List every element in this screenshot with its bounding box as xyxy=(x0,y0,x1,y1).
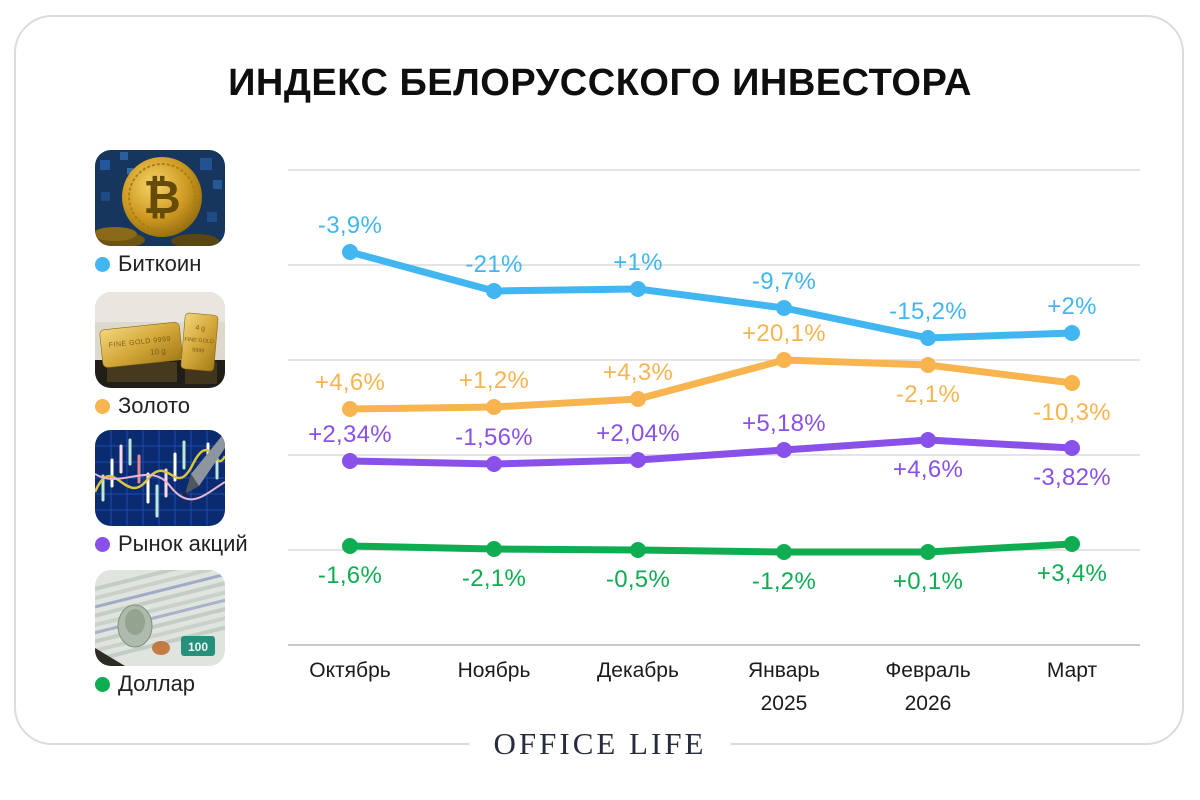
dollar-value-label-4: +0,1% xyxy=(892,568,964,595)
series-point-stocks-5 xyxy=(1064,440,1080,456)
legend-label-row-dollar: Доллар xyxy=(95,671,265,697)
series-point-gold-0 xyxy=(342,401,358,417)
series-point-gold-1 xyxy=(486,399,502,415)
stock-market-photo-art xyxy=(95,430,225,526)
gold-bar-text-3: 4 g xyxy=(195,325,205,333)
bitcoin-symbol: ₿ xyxy=(143,171,181,223)
page-title: ИНДЕКС БЕЛОРУССКОГО ИНВЕСТОРА xyxy=(228,62,972,104)
series-line-gold xyxy=(346,356,1076,413)
series-point-stocks-1 xyxy=(486,456,502,472)
x-axis-label-0: Октябрь xyxy=(309,659,391,682)
legend-label-row-bitcoin: Биткоин xyxy=(95,251,265,277)
gold-value-label-0: +4,6% xyxy=(314,369,386,396)
brand-wordmark: OFFICE LIFE xyxy=(469,726,731,762)
legend-label-row-gold: Золото xyxy=(95,393,265,419)
series-point-bitcoin-5 xyxy=(1064,325,1080,341)
gold-bar-text-4: FINE GOLD xyxy=(184,337,214,346)
series-line-stocks xyxy=(346,436,1076,468)
stocks-value-label-2: +2,04% xyxy=(596,420,680,447)
series-point-stocks-3 xyxy=(776,442,792,458)
legend-item-bitcoin: ₿ Биткоин xyxy=(95,150,265,277)
legend-label-gold: Золото xyxy=(118,393,190,418)
series-point-dollar-5 xyxy=(1064,536,1080,552)
x-axis-label-5: Март xyxy=(1046,659,1098,682)
gold-value-label-3: +20,1% xyxy=(742,320,826,347)
series-point-stocks-0 xyxy=(342,453,358,469)
stocks-value-label-3: +5,18% xyxy=(742,410,826,437)
series-point-gold-5 xyxy=(1064,375,1080,391)
series-point-dollar-3 xyxy=(776,544,792,560)
legend-label-row-stocks: Рынок акций xyxy=(95,531,265,557)
series-point-dollar-0 xyxy=(342,538,358,554)
legend-label-stocks: Рынок акций xyxy=(118,531,248,556)
bitcoin-value-label-3: -9,7% xyxy=(751,268,817,295)
gold-bar-text-2: 10 g xyxy=(150,346,166,357)
legend-item-stocks: Рынок акций xyxy=(95,430,265,557)
series-point-bitcoin-1 xyxy=(486,283,502,299)
bitcoin-value-label-0: -3,9% xyxy=(317,212,383,239)
series-dot-dollar xyxy=(95,676,110,692)
stocks-value-label-4: +4,6% xyxy=(892,456,964,483)
series-point-bitcoin-4 xyxy=(920,330,936,346)
legend-item-dollar: 100 Доллар xyxy=(95,570,265,697)
bitcoin-value-label-2: +1% xyxy=(613,249,663,276)
gold-value-label-5: -10,3% xyxy=(1033,399,1111,426)
series-point-dollar-1 xyxy=(486,541,502,557)
gold-value-label-2: +4,3% xyxy=(602,359,674,386)
gold-bar-text-5: 9999 xyxy=(192,347,205,354)
series-point-dollar-2 xyxy=(630,542,646,558)
series-point-gold-2 xyxy=(630,391,646,407)
series-point-dollar-4 xyxy=(920,544,936,560)
gold-photo-art: FINE GOLD 9999 10 g 4 g FINE GOLD 9999 xyxy=(95,292,225,388)
dollar-100-text: 100 xyxy=(188,640,208,654)
stocks-value-label-1: -1,56% xyxy=(455,424,533,451)
series-point-stocks-2 xyxy=(630,452,646,468)
legend-label-bitcoin: Биткоин xyxy=(118,251,202,276)
bitcoin-value-label-1: -21% xyxy=(465,251,523,278)
series-dot-gold xyxy=(95,398,110,414)
legend-label-dollar: Доллар xyxy=(118,671,196,696)
dollar-value-label-5: +3,4% xyxy=(1036,560,1108,587)
dollar-value-label-1: -2,1% xyxy=(461,565,527,592)
bitcoin-value-label-4: -15,2% xyxy=(889,298,967,325)
x-axis-label-2: Декабрь xyxy=(597,659,679,682)
stocks-value-label-0: +2,34% xyxy=(308,421,392,448)
gold-value-label-4: -2,1% xyxy=(895,381,961,408)
stock-market-photo xyxy=(95,430,225,526)
gold-photo: FINE GOLD 9999 10 g 4 g FINE GOLD 9999 xyxy=(95,292,225,388)
bitcoin-photo-art: ₿ xyxy=(95,150,225,246)
legend-item-gold: FINE GOLD 9999 10 g 4 g FINE GOLD 9999 З… xyxy=(95,292,265,419)
series-point-bitcoin-2 xyxy=(630,281,646,297)
gold-value-label-1: +1,2% xyxy=(458,367,530,394)
series-line-bitcoin xyxy=(346,248,1076,342)
series-dot-stocks xyxy=(95,536,110,552)
series-point-gold-4 xyxy=(920,357,936,373)
dollar-value-label-0: -1,6% xyxy=(317,562,383,589)
dollar-photo-art: 100 xyxy=(95,570,225,666)
dollar-photo: 100 xyxy=(95,570,225,666)
x-axis-label-4: Февраль 2026 xyxy=(885,659,971,715)
series-dot-bitcoin xyxy=(95,256,110,272)
dollar-value-label-3: -1,2% xyxy=(751,568,817,595)
bitcoin-value-label-5: +2% xyxy=(1047,293,1097,320)
stocks-value-label-5: -3,82% xyxy=(1033,464,1111,491)
x-axis-label-1: Ноябрь xyxy=(457,659,531,682)
dollar-value-label-2: -0,5% xyxy=(605,566,671,593)
series-point-bitcoin-3 xyxy=(776,300,792,316)
series-point-stocks-4 xyxy=(920,432,936,448)
series-line-dollar xyxy=(346,540,1076,556)
x-axis-label-3: Январь 2025 xyxy=(748,659,820,715)
series-point-bitcoin-0 xyxy=(342,244,358,260)
bitcoin-photo: ₿ xyxy=(95,150,225,246)
series-point-gold-3 xyxy=(776,352,792,368)
